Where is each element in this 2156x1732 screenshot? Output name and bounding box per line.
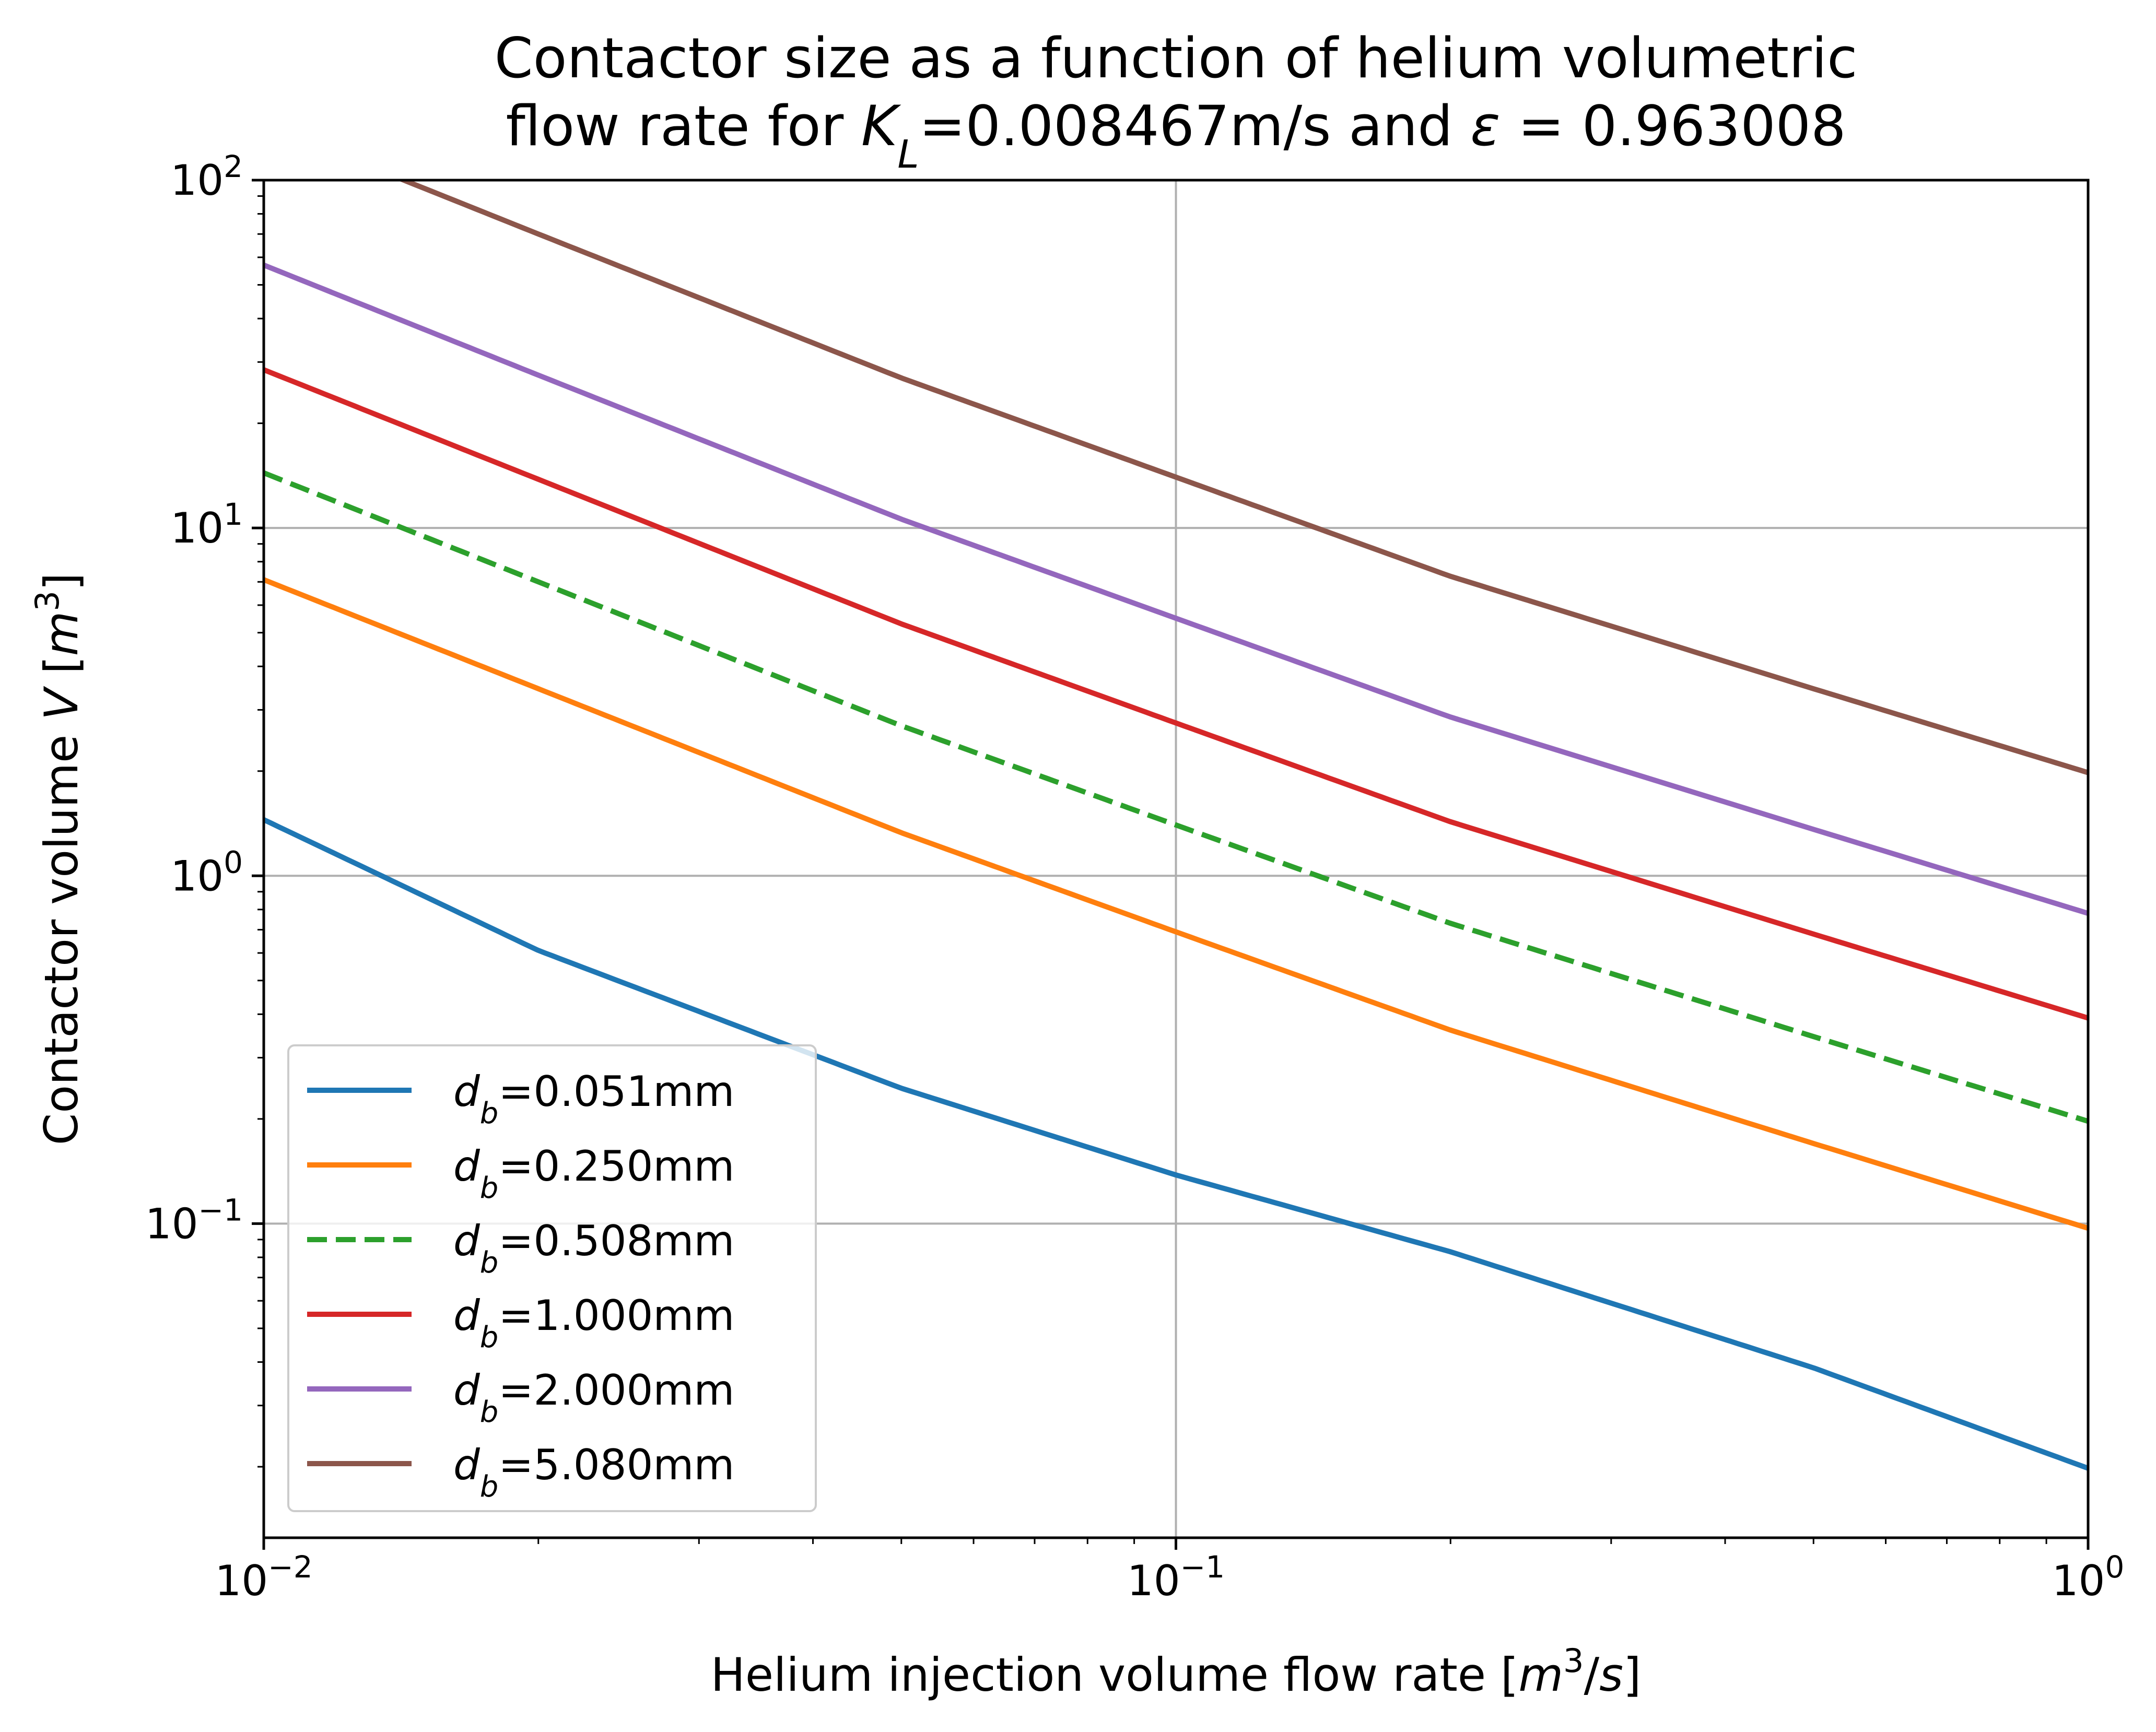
legend-label-5: db=2.000mm [453,1366,734,1429]
series-line-2 [264,577,2088,1231]
chart-title: Contactor size as a function of helium v… [495,26,1858,177]
title-line-1: Contactor size as a function of helium v… [495,26,1858,90]
legend-label-1: db=0.051mm [453,1067,734,1130]
x-axis-label-text: Helium injection volume flow rate [m3/s] [711,1642,1642,1702]
legend-label-4: db=1.000mm [453,1291,734,1354]
y-axis-label-text: Contactor volume V [m3] [28,573,89,1145]
legend-label-2: db=0.250mm [453,1142,734,1205]
y-axis: 10−1 100 101 102 [145,149,264,1468]
series-line-3 [264,470,2088,1124]
legend-label-6: db=5.080mm [453,1441,734,1504]
y-tick-label-2: 101 [170,497,243,552]
x-tick-label-2: 100 [2052,1549,2125,1605]
series-line-4 [264,367,2088,1021]
legend-label-3: db=0.508mm [453,1217,734,1280]
x-tick-label-1: 10−1 [1127,1549,1225,1605]
y-tick-label-0: 10−1 [145,1192,243,1248]
x-tick-label-0: 10−2 [215,1549,312,1605]
series-lines [264,180,2088,1471]
series-line-5 [264,262,2088,916]
y-tick-label-3: 102 [170,149,243,205]
y-tick-label-1: 100 [170,844,243,900]
legend-box [287,1044,817,1512]
title-line-2: flow rate for KL=0.008467m/s and ε = 0.9… [506,94,1846,177]
y-axis-label: Contactor volume V [m3] [28,573,89,1145]
series-line-1 [264,817,2088,1471]
x-axis: 10−2 10−1 100 [215,1538,2124,1605]
series-line-6 [396,180,2088,775]
x-axis-label: Helium injection volume flow rate [m3/s] [711,1642,1642,1702]
legend: db=0.051mm db=0.250mm db=0.508mm db=1.000mm… [287,1044,817,1512]
